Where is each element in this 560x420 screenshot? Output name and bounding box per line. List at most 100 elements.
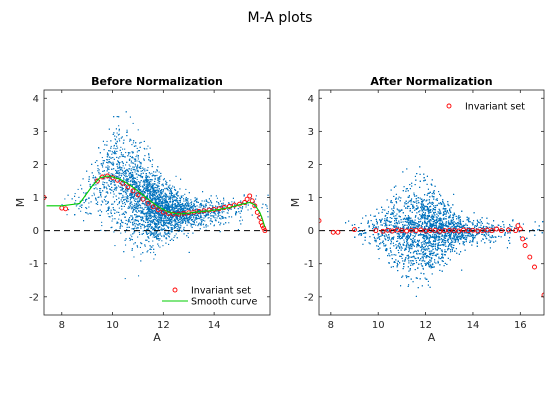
data-point <box>207 212 209 214</box>
data-point <box>88 206 90 208</box>
data-point <box>216 210 218 212</box>
data-point <box>103 149 105 151</box>
data-point <box>149 206 151 208</box>
data-point <box>120 154 122 156</box>
data-point <box>158 226 160 228</box>
data-point <box>175 221 177 223</box>
data-point <box>166 210 168 212</box>
data-point <box>188 219 190 221</box>
data-point <box>157 213 159 215</box>
data-point <box>108 166 110 168</box>
data-point <box>169 180 171 182</box>
data-point <box>171 238 173 240</box>
data-point <box>186 235 188 237</box>
data-point <box>135 208 137 210</box>
data-point <box>113 168 115 170</box>
data-point <box>107 168 109 170</box>
data-point <box>166 188 168 190</box>
data-point <box>158 182 160 184</box>
data-point <box>176 205 178 207</box>
data-point <box>151 172 153 174</box>
data-point <box>104 182 106 184</box>
data-point <box>133 209 135 211</box>
data-point <box>137 246 139 248</box>
data-point <box>167 207 169 209</box>
data-point <box>99 173 101 175</box>
data-point <box>125 180 127 182</box>
data-point <box>177 195 179 197</box>
data-point <box>170 190 172 192</box>
data-point <box>165 224 167 226</box>
x-tick-label: 12 <box>157 320 170 331</box>
data-point <box>186 224 188 226</box>
data-point <box>97 201 99 203</box>
data-point <box>110 212 112 214</box>
data-point <box>156 234 158 236</box>
data-point <box>137 215 139 217</box>
data-point <box>164 187 166 189</box>
data-point <box>133 193 135 195</box>
data-point <box>188 217 190 219</box>
data-point <box>152 198 154 200</box>
data-point <box>140 167 142 169</box>
data-point <box>163 220 165 222</box>
legend-label: Smooth curve <box>191 297 257 308</box>
data-point <box>267 216 269 218</box>
data-point <box>97 183 99 185</box>
data-point <box>105 210 107 212</box>
data-point <box>182 221 184 223</box>
data-point <box>161 220 163 222</box>
data-point <box>149 212 151 214</box>
data-point <box>130 162 132 164</box>
data-point <box>223 197 225 199</box>
data-point <box>146 216 148 218</box>
data-point <box>164 232 166 234</box>
data-point <box>171 216 173 218</box>
data-point <box>215 214 217 216</box>
data-point <box>94 161 96 163</box>
data-point <box>132 221 134 223</box>
data-point <box>61 204 63 206</box>
data-point <box>97 203 99 205</box>
data-point <box>135 210 137 212</box>
data-point <box>124 172 126 174</box>
data-point <box>145 221 147 223</box>
data-point <box>150 187 152 189</box>
data-point <box>197 225 199 227</box>
data-point <box>134 163 136 165</box>
data-point <box>161 204 163 206</box>
data-point <box>163 224 165 226</box>
data-point <box>143 158 145 160</box>
data-point <box>106 144 108 146</box>
data-point <box>146 214 148 216</box>
data-point <box>168 219 170 221</box>
data-point <box>127 152 129 154</box>
data-point <box>107 201 109 203</box>
data-point <box>155 214 157 216</box>
data-point <box>162 185 164 187</box>
data-point <box>80 184 82 186</box>
data-point <box>132 224 134 226</box>
data-point <box>126 199 128 201</box>
data-point <box>186 207 188 209</box>
data-point <box>120 199 122 201</box>
data-point <box>149 197 151 199</box>
data-point <box>121 187 123 189</box>
data-point <box>161 224 163 226</box>
data-point <box>222 203 224 205</box>
data-point <box>118 207 120 209</box>
data-point <box>118 161 120 163</box>
data-point <box>163 234 165 236</box>
data-point <box>114 209 116 211</box>
data-point <box>177 218 179 220</box>
data-point <box>130 215 132 217</box>
data-point <box>143 213 145 215</box>
data-point <box>116 222 118 224</box>
data-point <box>125 186 127 188</box>
data-point <box>157 235 159 237</box>
data-point <box>189 216 191 218</box>
data-point <box>157 179 159 181</box>
data-point <box>119 223 121 225</box>
data-point <box>99 190 101 192</box>
